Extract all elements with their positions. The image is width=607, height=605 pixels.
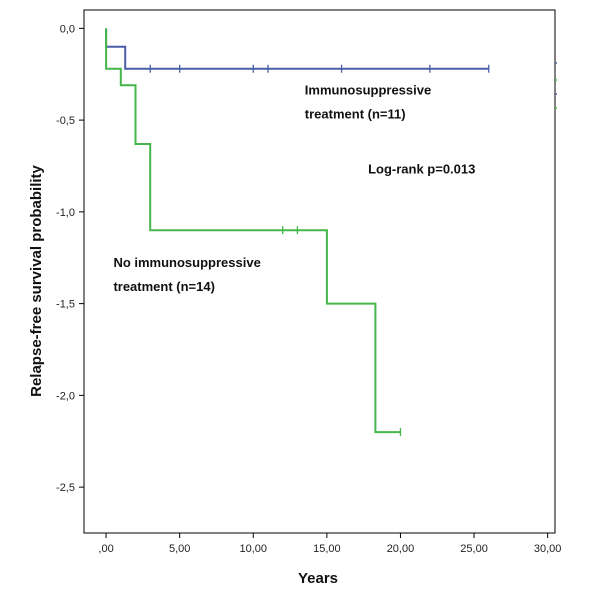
y-tick-label: 0,0 [60,23,75,35]
annotation-layer: Immunosuppressive treatment (n=11) Log-ran… [113,82,475,293]
y-axis: 0,0 -0,5 -1,0 -1,5 -2,0 -2,5 [56,23,84,494]
annotation: Immunosuppressive [305,82,431,97]
x-tick-label: 25,00 [460,543,488,555]
annotation: Log-rank p=0.013 [368,161,475,176]
y-tick-label: -1,0 [56,207,75,219]
y-tick-label: -2,0 [56,390,75,402]
series-1-line [105,28,401,434]
x-tick-label: 30,00 [534,543,562,555]
x-axis-title: Years [298,570,338,587]
plot-frame [83,9,556,534]
x-tick-label: 5,00 [169,543,190,555]
annotation: No immunosuppressive [113,255,260,270]
x-tick-label: 20,00 [387,543,415,555]
x-tick-label: ,00 [98,543,113,555]
right-edge-marks [555,62,557,109]
x-tick-label: 10,00 [240,543,268,555]
series-0-line [105,28,489,70]
series-layer [105,28,490,437]
annotation: treatment (n=11) [305,106,406,121]
y-axis-title: Relapse-free survival probability [28,164,45,396]
annotation: treatment (n=14) [113,279,215,294]
x-axis: ,00 5,00 10,00 15,00 20,00 25,00 30,00 [98,533,561,555]
y-tick-label: -1,5 [56,299,75,311]
y-tick-label: -2,5 [56,482,75,494]
y-tick-label: -0,5 [56,115,75,127]
x-tick-label: 15,00 [313,543,341,555]
